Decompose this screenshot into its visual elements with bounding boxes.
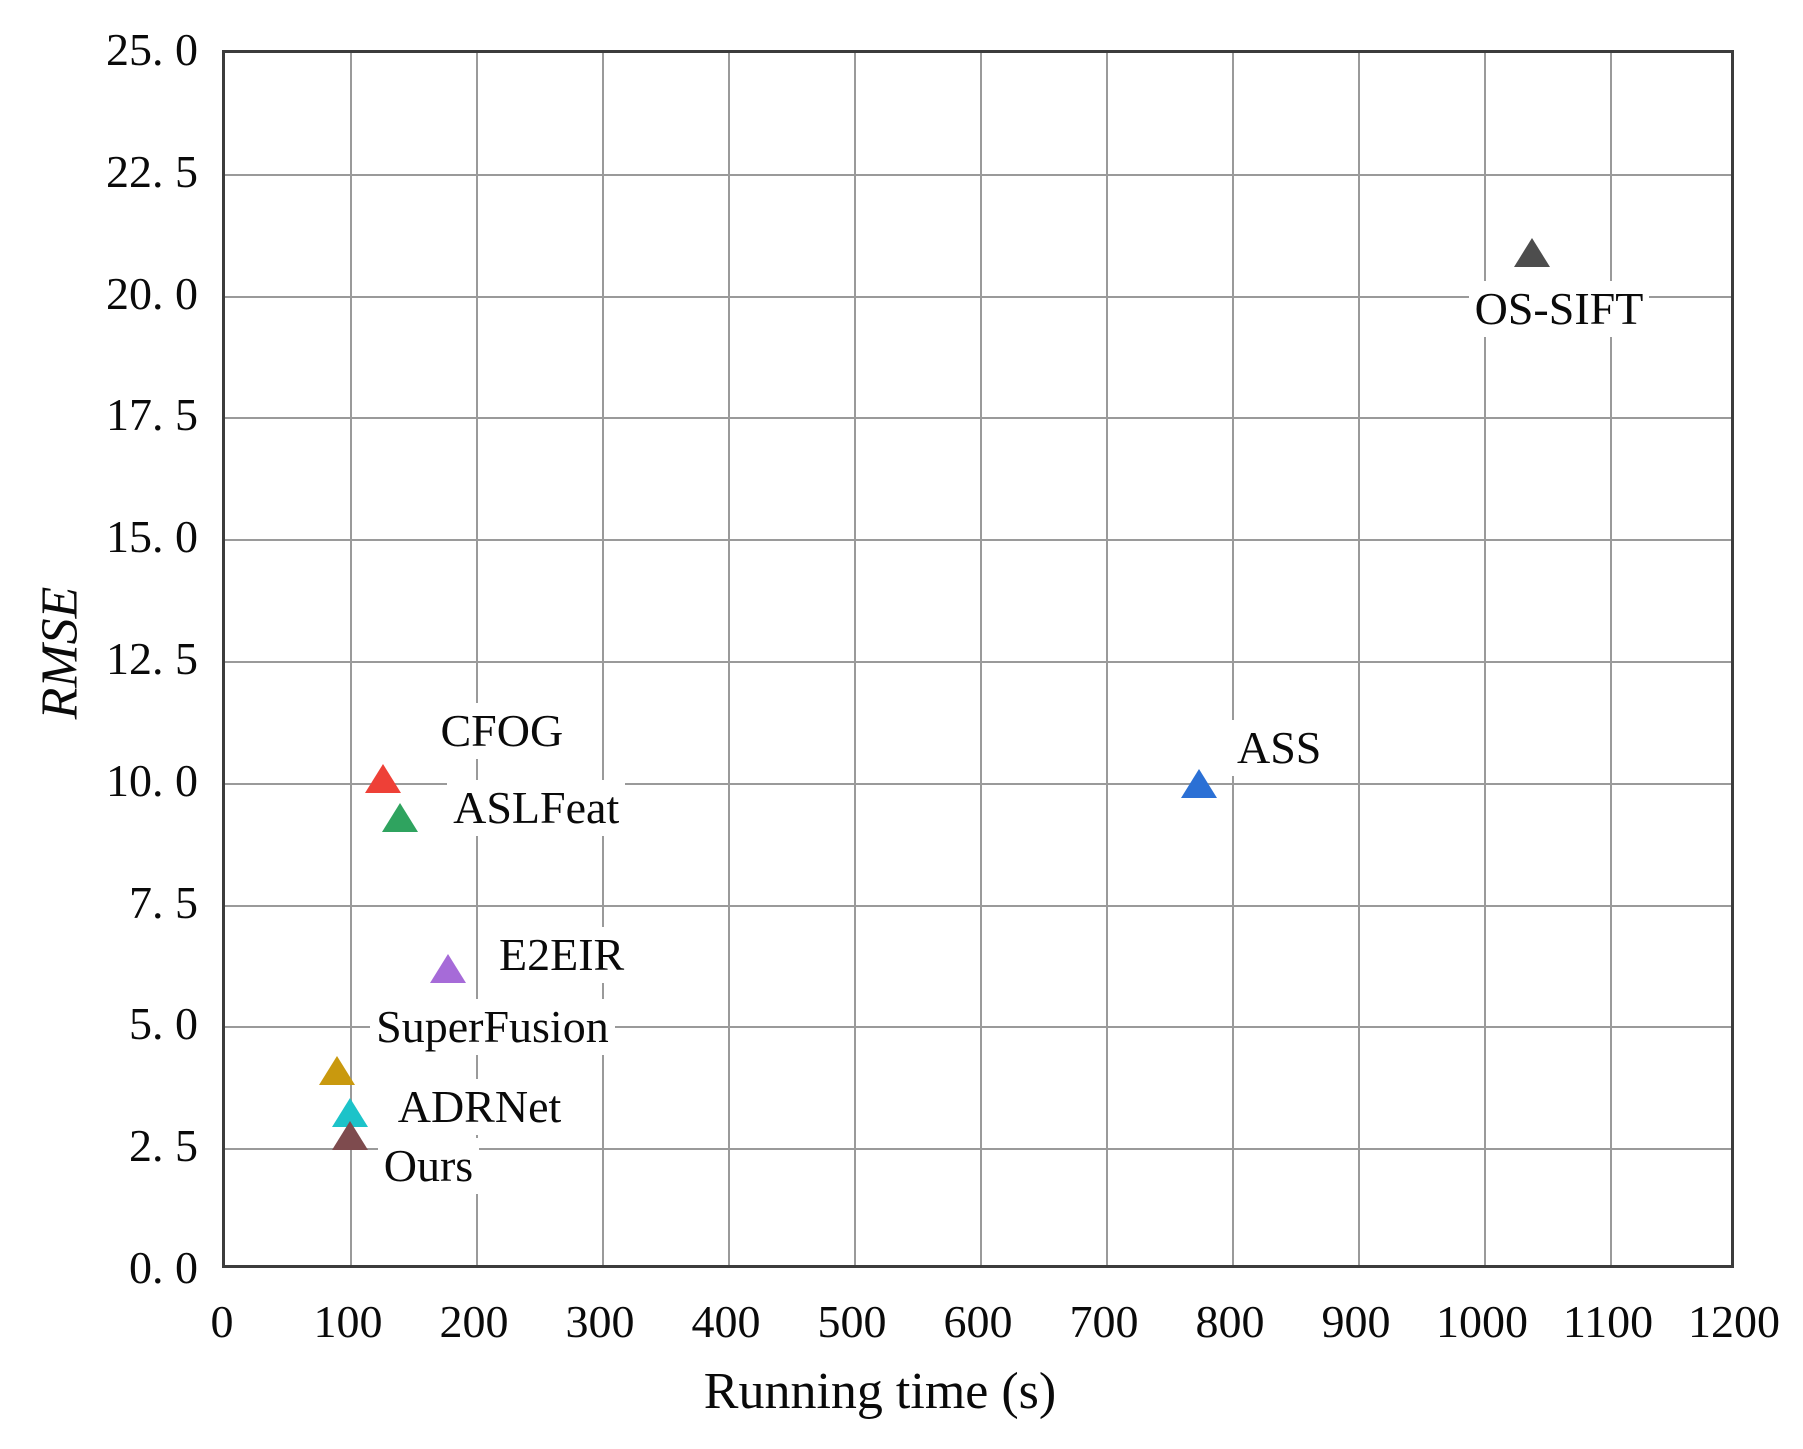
point-label-ours: Ours [377, 1137, 480, 1194]
y-gridline [225, 661, 1731, 663]
x-tick-label: 600 [943, 1296, 1013, 1347]
point-label-adrnet: ADRNet [391, 1078, 568, 1135]
y-gridline [225, 1026, 1731, 1029]
x-tick-label: 200 [439, 1296, 509, 1347]
point-marker-aslfeat [382, 802, 419, 832]
x-gridline [1610, 53, 1612, 1265]
x-tick-label: 700 [1069, 1296, 1139, 1347]
point-label-os-sift: OS-SIFT [1468, 280, 1650, 337]
y-tick-label: 2. 5 [129, 1120, 198, 1172]
x-gridline [854, 53, 856, 1265]
x-gridline [476, 53, 478, 1265]
point-marker-ours [331, 1120, 368, 1150]
x-tick-label: 900 [1321, 1296, 1391, 1347]
x-gridline [728, 53, 730, 1265]
y-tick-label: 25. 0 [106, 24, 198, 75]
y-tick-label: 17. 5 [106, 389, 198, 441]
point-marker-cfog [364, 763, 401, 793]
x-tick-label: 1200 [1688, 1296, 1780, 1347]
y-gridline [225, 295, 1731, 298]
point-label-e2eir: E2EIR [493, 926, 631, 983]
x-tick-label: 100 [313, 1296, 383, 1347]
x-gridline [1232, 53, 1234, 1265]
y-tick-label: 0. 0 [129, 1242, 198, 1293]
plot-area: CFOG ASLFeat E2EIR SuperFusion ADRNet Ours ASS… [222, 50, 1734, 1268]
y-tick-label: 15. 0 [106, 511, 198, 563]
x-gridline [602, 53, 604, 1265]
x-tick-label: 0 [210, 1296, 234, 1347]
x-gridline [980, 53, 982, 1265]
y-tick-label: 5. 0 [129, 998, 198, 1050]
x-gridline [1358, 53, 1360, 1265]
y-gridline [225, 539, 1731, 542]
x-tick-label: 1100 [1562, 1296, 1654, 1347]
x-tick-label: 500 [817, 1296, 887, 1347]
point-label-ass: ASS [1230, 719, 1328, 776]
x-gridline [1106, 53, 1108, 1265]
x-tick-label: 300 [565, 1296, 635, 1347]
x-tick-label: 1000 [1436, 1296, 1528, 1347]
y-tick-label: 7. 5 [129, 876, 198, 928]
x-tick-label: 800 [1195, 1296, 1265, 1347]
y-gridline [225, 173, 1731, 176]
point-label-aslfeat: ASLFeat [447, 779, 626, 836]
point-marker-os-sift [1513, 237, 1550, 267]
point-marker-e2eir [430, 953, 467, 983]
point-label-cfog: CFOG [434, 702, 570, 759]
x-gridline [1484, 53, 1486, 1265]
y-gridline [225, 782, 1731, 785]
y-tick-label: 22. 5 [106, 145, 198, 197]
y-tick-label: 10. 0 [106, 754, 198, 806]
point-label-superfusion: SuperFusion [370, 999, 615, 1056]
x-axis-title: Running time (s) [703, 1363, 1057, 1420]
x-gridline [350, 53, 352, 1265]
y-gridline [225, 417, 1731, 420]
y-gridline [225, 1148, 1731, 1151]
y-gridline [225, 904, 1731, 907]
y-axis-title: RMSE [31, 586, 89, 720]
y-tick-label: 20. 0 [106, 267, 198, 319]
x-tick-label: 400 [691, 1296, 761, 1347]
point-marker-superfusion [319, 1056, 356, 1086]
point-marker-ass [1180, 768, 1217, 798]
y-tick-label: 12. 5 [106, 633, 198, 684]
